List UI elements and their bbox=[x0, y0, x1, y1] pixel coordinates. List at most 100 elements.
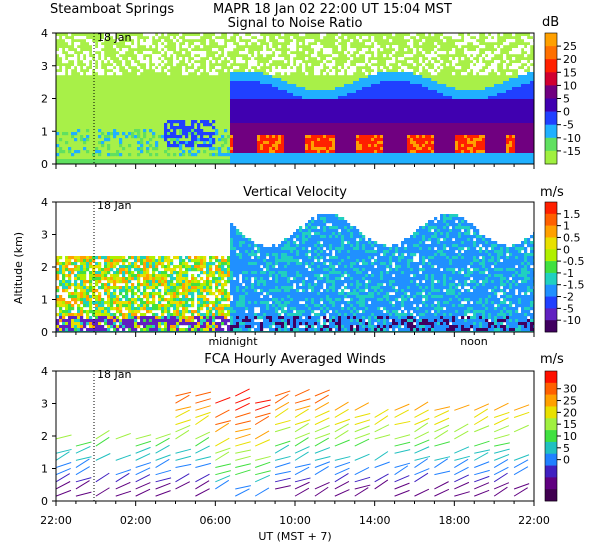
colorbars: 2520151050-5-10-151.510.50-0.5-1-1.5-2-5… bbox=[544, 32, 584, 502]
wind-barb bbox=[334, 461, 351, 468]
xtick-label: 02:00 bbox=[120, 514, 152, 527]
wind-barb bbox=[254, 430, 270, 440]
wind-barb bbox=[56, 451, 70, 461]
wind-barb bbox=[374, 479, 389, 490]
wind-barb bbox=[215, 451, 230, 461]
colorbar-label: 30 bbox=[563, 383, 577, 396]
wind-barb bbox=[513, 483, 530, 490]
wind-barb bbox=[56, 489, 72, 497]
header-timestamp: MAPR 18 Jan 02 22:00 UT 15:04 MST bbox=[213, 2, 452, 17]
colorbar-swatch bbox=[545, 441, 557, 455]
colorbar-label: 0 bbox=[563, 454, 570, 467]
wind-barb bbox=[354, 487, 369, 497]
wind-barb bbox=[513, 459, 529, 468]
wind-barb bbox=[414, 401, 429, 411]
y-tick-label: 0 bbox=[41, 158, 48, 171]
wind-barb bbox=[394, 449, 411, 454]
xtick-label: 14:00 bbox=[359, 514, 391, 527]
colorbar-label: -1.5 bbox=[563, 279, 584, 292]
wind-barb bbox=[294, 408, 309, 418]
colorbar-swatch bbox=[545, 394, 557, 407]
wind-barb bbox=[175, 406, 192, 411]
wind-barb bbox=[454, 491, 470, 497]
wind-barb bbox=[115, 432, 131, 440]
wind-barb bbox=[314, 461, 331, 468]
colorbar-swatch bbox=[545, 261, 557, 274]
colorbar-label: -10 bbox=[563, 132, 581, 145]
wind-barb bbox=[314, 486, 329, 497]
vv-unit: m/s bbox=[540, 185, 564, 200]
wind-barb bbox=[414, 488, 430, 497]
colorbar-swatch bbox=[545, 308, 557, 321]
y-tick-label: 3 bbox=[41, 229, 48, 242]
wind-barb bbox=[175, 448, 192, 454]
wind-barb bbox=[314, 482, 330, 490]
wind-barb bbox=[274, 419, 291, 426]
colorbar-label: 0.5 bbox=[563, 231, 581, 244]
wind-barb bbox=[155, 458, 170, 468]
wind-barb bbox=[394, 489, 410, 497]
wind-barb bbox=[434, 488, 450, 497]
colorbar-label: -0.5 bbox=[563, 255, 584, 268]
colorbar-label: -10 bbox=[563, 314, 581, 327]
wind-barb bbox=[294, 437, 309, 447]
wind-barb bbox=[155, 444, 170, 454]
wind-barb bbox=[513, 454, 530, 461]
wind-barb bbox=[494, 434, 510, 440]
wind-barb bbox=[473, 408, 489, 418]
wind-barb bbox=[334, 467, 350, 476]
wind-barb bbox=[474, 475, 490, 483]
wind-barb bbox=[314, 447, 331, 454]
y-tick-label: 2 bbox=[41, 261, 48, 274]
wind-barb bbox=[414, 409, 429, 418]
y-tick-label: 1 bbox=[41, 294, 48, 307]
wind-barb bbox=[473, 416, 489, 426]
wind-barb bbox=[56, 481, 71, 490]
y-tick-label: 2 bbox=[41, 93, 48, 106]
wind-barb bbox=[56, 462, 72, 468]
wind-barb bbox=[513, 424, 529, 433]
wind-barb bbox=[135, 462, 152, 469]
wind-barb bbox=[494, 411, 510, 418]
wind-barb bbox=[274, 426, 291, 433]
wind-barb bbox=[274, 455, 291, 461]
colorbar-label: 10 bbox=[563, 430, 577, 443]
colorbar-label: 10 bbox=[563, 79, 577, 92]
x-axis-label: UT (MST + 7) bbox=[258, 530, 331, 543]
wind-barb bbox=[434, 481, 449, 490]
y-tick-label: 4 bbox=[41, 365, 48, 378]
wind-barb bbox=[374, 451, 389, 461]
wind-barb bbox=[414, 417, 430, 426]
colorbar-swatch bbox=[545, 418, 557, 431]
wind-barb bbox=[334, 473, 349, 483]
colorbar-label: 20 bbox=[563, 53, 577, 66]
wind-barb bbox=[434, 441, 450, 447]
wind-barb bbox=[155, 490, 171, 497]
wind-barb bbox=[175, 455, 192, 461]
wind-barb bbox=[195, 462, 212, 469]
date-label-2: 18 Jan bbox=[97, 199, 131, 212]
wind-barb bbox=[254, 487, 270, 497]
colorbar-label: 1 bbox=[563, 220, 570, 233]
colorbar-label: 25 bbox=[563, 40, 577, 53]
wind-barb bbox=[394, 403, 410, 411]
wind-title: FCA Hourly Averaged Winds bbox=[204, 352, 386, 367]
wind-barb bbox=[155, 469, 172, 476]
wind-barb bbox=[394, 441, 411, 447]
wind-barb bbox=[294, 477, 311, 483]
wind-barb bbox=[215, 470, 231, 476]
wind-barb bbox=[374, 461, 390, 468]
wind-barb bbox=[493, 472, 508, 483]
wind-barb bbox=[235, 441, 251, 447]
wind-barb bbox=[474, 440, 490, 447]
wind-barb bbox=[494, 442, 510, 447]
wind-barb bbox=[394, 409, 409, 418]
y-tick-label: 2 bbox=[41, 430, 48, 443]
wind-barb bbox=[274, 477, 291, 483]
colorbar-swatch bbox=[545, 406, 557, 419]
wind-barb bbox=[235, 397, 251, 404]
vertical-velocity-heatmap bbox=[56, 202, 534, 332]
wind-barb bbox=[274, 444, 290, 454]
colorbar-label: 0 bbox=[563, 243, 570, 256]
colorbar-swatch bbox=[545, 382, 557, 395]
